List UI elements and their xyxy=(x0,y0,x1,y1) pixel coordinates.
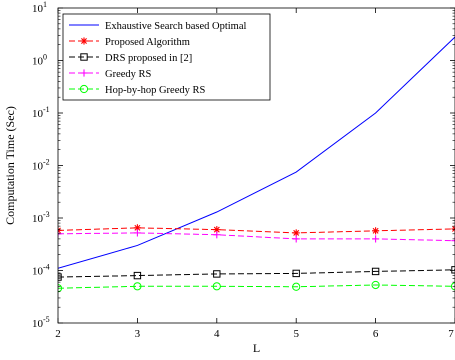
series-1-point-1-stroke-3 xyxy=(134,224,141,231)
series-1-point-2-stroke-3 xyxy=(213,226,220,233)
legend-label-3: Greedy RS xyxy=(105,69,152,80)
series-2-point-0 xyxy=(58,273,62,281)
x-axis-label: L xyxy=(253,341,260,355)
y-tick-label-5: 10 xyxy=(32,56,44,68)
legend-marker-4 xyxy=(79,84,89,94)
y-tick-base-6: 10 xyxy=(32,3,44,15)
y-tick-base-1: 10 xyxy=(32,266,44,278)
legend-entry-0: Exhaustive Search based Optimal xyxy=(69,21,246,32)
y-tick-label-3: 10 xyxy=(32,161,44,173)
y-tick-exp-0: -5 xyxy=(43,315,50,324)
legend-marker-1 xyxy=(80,37,88,45)
legend-label-0: Exhaustive Search based Optimal xyxy=(105,21,246,32)
x-tick-label-5: 7 xyxy=(448,328,454,340)
x-tick-label-0: 2 xyxy=(55,328,61,340)
series-2-point-3 xyxy=(292,269,300,278)
series-0 xyxy=(58,36,455,269)
legend-label-2: DRS proposed in [2] xyxy=(105,53,192,64)
series-2-point-4 xyxy=(371,267,380,276)
series-line-2 xyxy=(58,269,455,278)
series-1-point-0 xyxy=(58,226,62,235)
y-tick-base-5: 10 xyxy=(32,56,44,68)
x-tick-label-4: 6 xyxy=(373,328,379,340)
series-4-point-2 xyxy=(212,282,221,291)
series-2-point-1 xyxy=(133,271,142,280)
y-tick-label-1: 10 xyxy=(32,266,44,278)
series-3-point-2 xyxy=(213,231,221,239)
legend-entry-2: DRS proposed in [2] xyxy=(69,53,192,64)
series-4-point-3 xyxy=(292,282,301,291)
series-1-point-2 xyxy=(213,226,221,234)
series-4-point-4 xyxy=(371,280,380,290)
series-line-4 xyxy=(58,284,455,289)
series-3 xyxy=(58,229,455,245)
legend-label-4: Hop-by-hop Greedy RS xyxy=(105,85,205,96)
series-1-point-5 xyxy=(451,225,455,233)
y-tick-exp-3: -2 xyxy=(43,158,50,167)
y-tick-label-4: 10 xyxy=(32,108,44,120)
series-4-point-1 xyxy=(133,282,142,291)
y-tick-exp-5: 0 xyxy=(43,53,47,62)
series-group xyxy=(58,36,455,293)
series-1-point-5-stroke-3 xyxy=(452,228,455,232)
series-1-point-4-stroke-3 xyxy=(372,227,379,234)
y-tick-exp-1: -4 xyxy=(43,263,50,272)
series-3-point-3 xyxy=(292,235,300,243)
x-tick-label-2: 4 xyxy=(214,328,220,340)
y-tick-base-4: 10 xyxy=(32,108,44,120)
y-tick-base-3: 10 xyxy=(32,161,44,173)
x-tick-label-1: 3 xyxy=(135,328,141,340)
legend-marker-1-stroke-3 xyxy=(81,38,87,44)
series-line-1 xyxy=(58,227,455,234)
y-tick-base-0: 10 xyxy=(32,318,44,330)
legend-entry-3: Greedy RS xyxy=(69,69,152,80)
legend-marker-2 xyxy=(80,53,88,61)
series-3-point-1 xyxy=(133,229,141,237)
series-1-point-5-stroke-2 xyxy=(452,225,455,230)
series-1-point-4 xyxy=(372,227,380,235)
series-line-3 xyxy=(58,232,455,242)
y-tick-exp-6: 1 xyxy=(43,0,47,9)
y-tick-label-0: 10 xyxy=(32,318,44,330)
series-2-point-2 xyxy=(213,270,221,278)
series-3-point-4 xyxy=(372,235,380,243)
legend: Exhaustive Search based Optimal Proposed … xyxy=(62,13,271,101)
y-tick-base-2: 10 xyxy=(32,213,44,225)
series-3-point-5 xyxy=(451,237,455,245)
y-tick-exp-2: -3 xyxy=(43,210,50,219)
series-line-0 xyxy=(58,36,455,269)
legend-entry-1: Proposed Algorithm xyxy=(69,37,190,48)
series-1-point-3-stroke-3 xyxy=(293,229,300,236)
legend-label-1: Proposed Algorithm xyxy=(105,37,190,48)
series-1-point-0-stroke-2 xyxy=(58,229,61,234)
series-1 xyxy=(58,224,455,237)
legend-marker-3 xyxy=(80,69,88,77)
series-1-point-0-stroke-3 xyxy=(58,227,61,232)
y-tick-exp-4: -1 xyxy=(43,105,50,114)
y-tick-label-2: 10 xyxy=(32,213,44,225)
x-tick-label-3: 5 xyxy=(293,328,299,340)
y-axis-label: Computation Time (Sec) xyxy=(3,106,17,225)
y-tick-label-6: 10 xyxy=(32,3,44,15)
legend-entry-4: Hop-by-hop Greedy RS xyxy=(69,84,205,96)
